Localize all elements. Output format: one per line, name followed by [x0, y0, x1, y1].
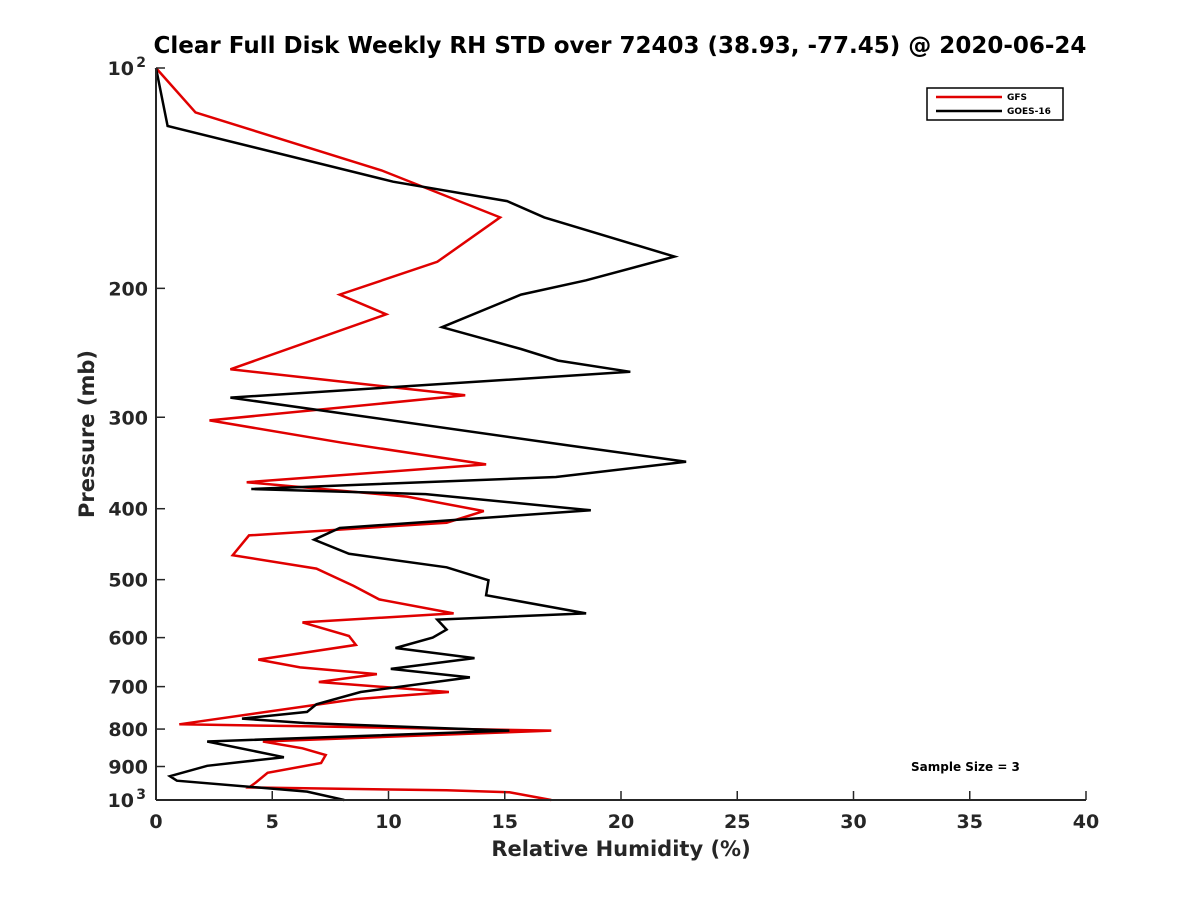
x-tick-label: 0 — [149, 811, 162, 833]
x-tick-label: 5 — [266, 811, 279, 833]
y-tick-label: 300 — [108, 407, 148, 429]
x-tick-label: 20 — [608, 811, 634, 833]
y-tick-label: 700 — [108, 677, 148, 699]
x-tick-label: 30 — [840, 811, 866, 833]
x-tick-label: 10 — [375, 811, 401, 833]
legend-label-goes16: GOES-16 — [1007, 107, 1051, 117]
legend-label-gfs: GFS — [1007, 93, 1027, 103]
series-line-gfs — [155, 67, 552, 802]
y-tick-label: 500 — [108, 570, 148, 592]
y-tick-label: 400 — [108, 499, 148, 521]
y-tick-label: 900 — [108, 757, 148, 779]
plot-area — [156, 68, 1086, 800]
x-tick-label: 25 — [724, 811, 750, 833]
sample-size-annotation: Sample Size = 3 — [911, 760, 1020, 774]
legend-box — [926, 87, 1064, 121]
y-axis-label: Pressure (mb) — [75, 350, 99, 518]
y-tick-label: 10 2 — [108, 55, 146, 80]
x-tick-label: 15 — [492, 811, 518, 833]
legend: GFS GOES-16 — [926, 87, 1064, 121]
y-tick-label: 10 3 — [108, 787, 146, 812]
x-axis-label: Relative Humidity (%) — [491, 837, 750, 861]
series-layer — [154, 67, 687, 802]
x-tick-label: 35 — [957, 811, 983, 833]
x-tick-label: 40 — [1073, 811, 1099, 833]
y-ticks: 10 2 200 300 400 500 600 700 800 900 10 3 — [108, 55, 165, 812]
y-tick-label: 600 — [108, 628, 148, 650]
series-line-goes16 — [154, 67, 687, 802]
x-ticks: 0 5 10 15 20 25 30 35 40 — [149, 791, 1099, 833]
chart-title: Clear Full Disk Weekly RH STD over 72403… — [154, 33, 1087, 59]
y-tick-label: 200 — [108, 278, 148, 300]
y-tick-label: 800 — [108, 719, 148, 741]
